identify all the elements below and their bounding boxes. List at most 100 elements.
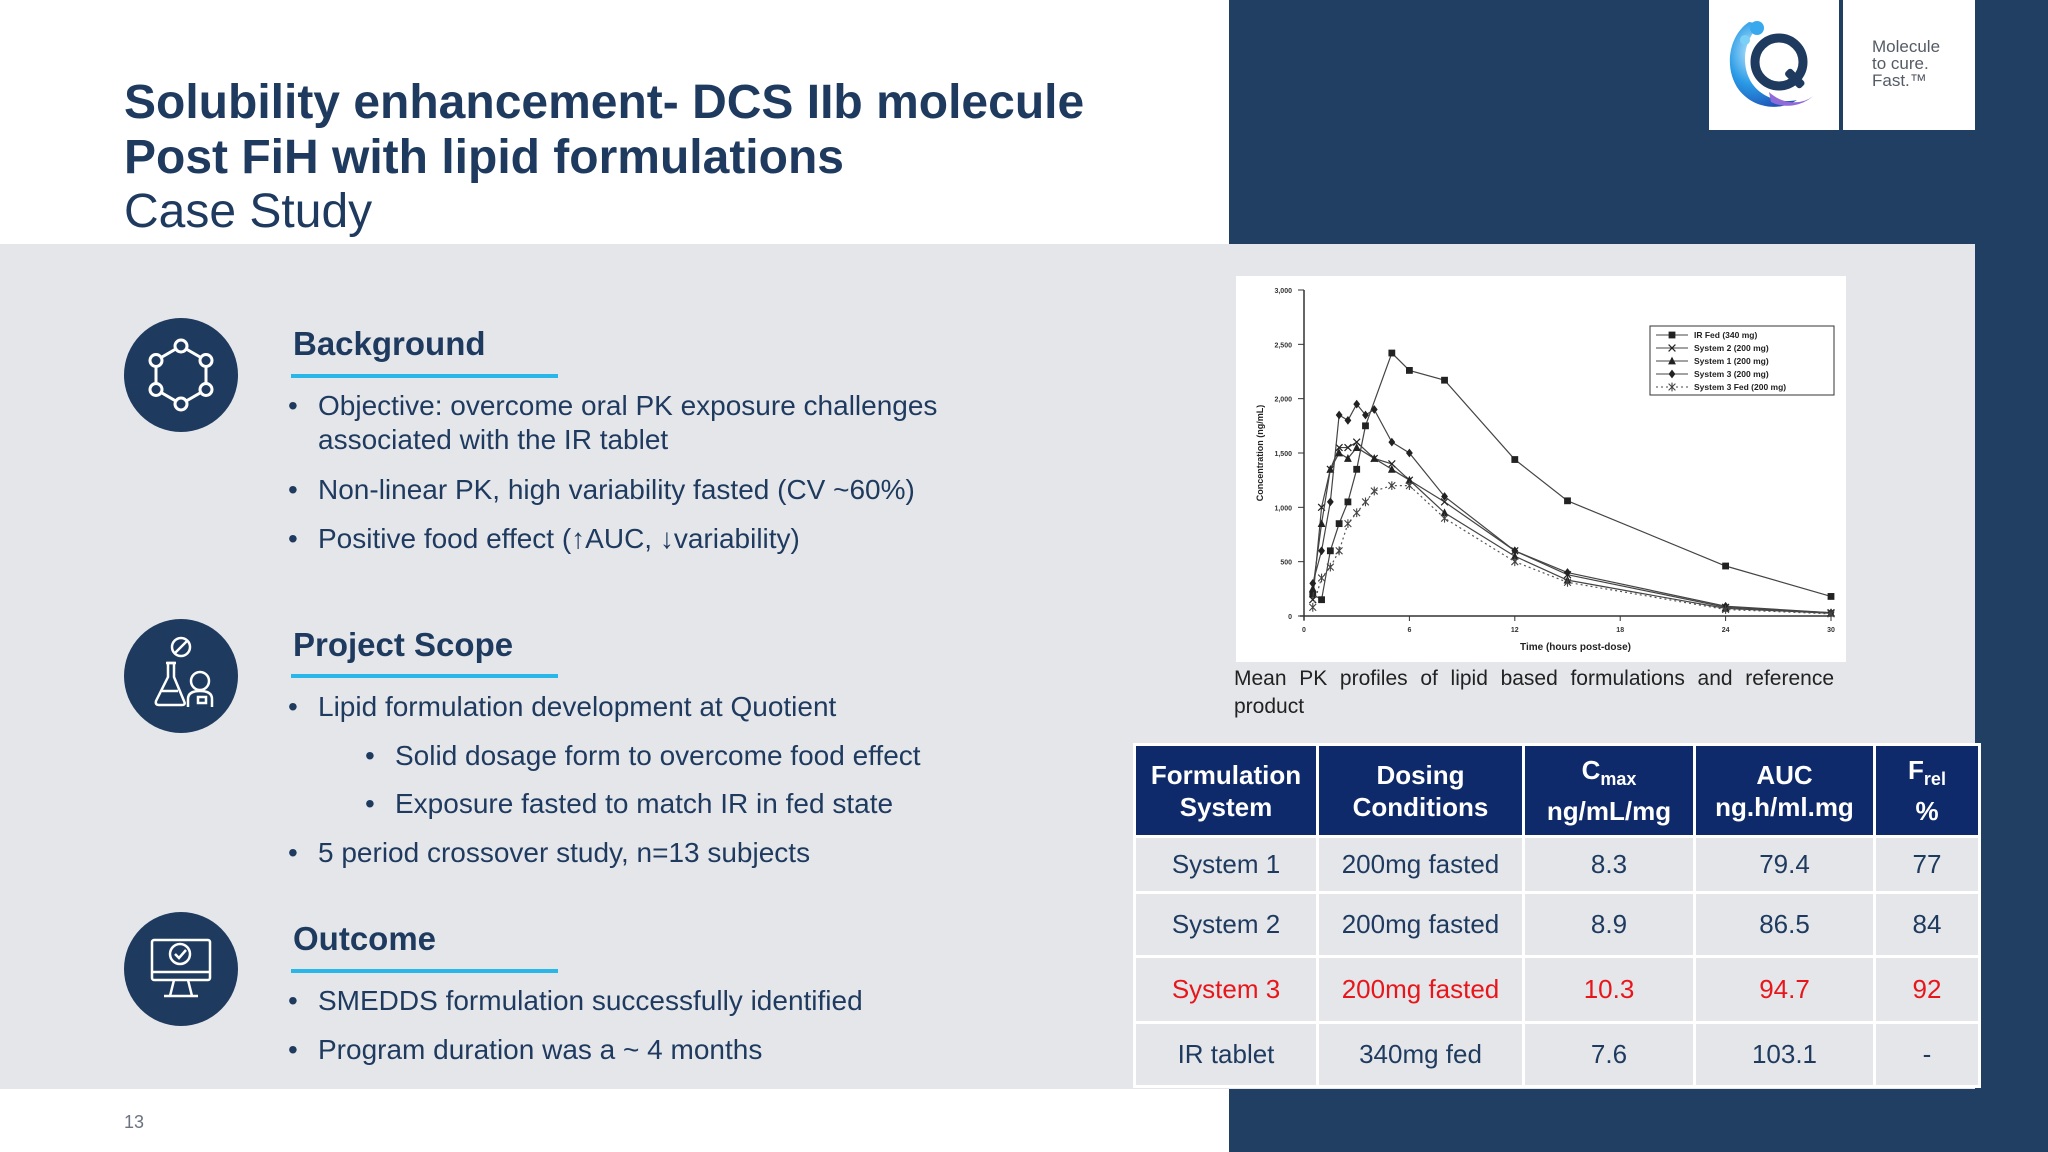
- y-tick-label: 2,500: [1274, 342, 1292, 349]
- project-scope-underline: [291, 674, 558, 678]
- list-item: • Exposure fasted to match IR in fed stat…: [365, 788, 894, 819]
- data-point: [1353, 465, 1361, 473]
- table-cell: System 2: [1133, 891, 1319, 958]
- tagline-line: Fast.™: [1872, 71, 1927, 90]
- data-point: [1308, 584, 1317, 593]
- data-point: [1387, 464, 1396, 473]
- data-point: [1352, 443, 1361, 451]
- data-point: [1668, 369, 1676, 379]
- chart-caption: Mean PK profiles of lipid based formulat…: [1234, 667, 1834, 718]
- header-line: ng.h/ml.mg: [1715, 791, 1854, 822]
- series-group: [1308, 481, 1835, 619]
- data-point: [1370, 486, 1379, 496]
- background-underline: [291, 374, 558, 378]
- data-point: [1318, 596, 1325, 604]
- data-point: [1308, 602, 1317, 612]
- bullet-text: Lipid formulation development at Quotien…: [318, 691, 837, 722]
- data-point: [1564, 568, 1571, 577]
- logo-tagline: Molecule to cure. Fast.™: [1872, 38, 1940, 89]
- y-tick-label: 0: [1288, 614, 1292, 621]
- data-point: [1668, 344, 1676, 352]
- table-cell: 200mg fasted: [1316, 835, 1525, 894]
- outcome-underline: [291, 969, 558, 973]
- title-line-1: Solubility enhancement- DCS IIb molecule: [124, 76, 1085, 129]
- data-point: [1406, 367, 1413, 374]
- data-point: [1827, 609, 1835, 619]
- data-point: [1335, 520, 1343, 528]
- header-line: Dosing: [1376, 759, 1465, 790]
- data-point: [1722, 562, 1729, 570]
- data-point: [1511, 456, 1519, 463]
- monitor-check-icon: [124, 912, 238, 1026]
- series-group: [1309, 349, 1835, 604]
- data-point: [1344, 498, 1352, 506]
- table-cell: System 1: [1133, 835, 1319, 894]
- table-cell: 200mg fasted: [1316, 955, 1525, 1024]
- data-point: [1344, 519, 1352, 529]
- bullet-text: SMEDDS formulation successfully identifi…: [318, 985, 863, 1016]
- header-cmax: Cmax ng/mL/mg: [1522, 743, 1696, 838]
- x-tick-label: 30: [1827, 627, 1835, 634]
- data-point: [1335, 410, 1343, 420]
- data-point: [1361, 497, 1370, 507]
- y-tick-label: 1,000: [1274, 505, 1292, 512]
- table-cell: 8.3: [1522, 835, 1696, 894]
- tagline-line: to cure.: [1872, 54, 1929, 73]
- data-point: [1388, 481, 1396, 490]
- header-line: %: [1915, 796, 1939, 826]
- header-line: ng/mL/mg: [1546, 796, 1672, 826]
- data-point: [1326, 562, 1335, 572]
- data-point: [1352, 438, 1361, 446]
- header-line: Formulation: [1150, 759, 1302, 790]
- data-point: [1388, 460, 1396, 468]
- slide-subtitle: Case Study: [124, 185, 373, 238]
- header-dosing: Dosing Conditions: [1316, 743, 1525, 838]
- table-cell: -: [1873, 1021, 1981, 1088]
- tagline-box: [1843, 0, 1975, 130]
- data-point: [1344, 443, 1352, 452]
- table-cell: 340mg fed: [1316, 1021, 1525, 1088]
- data-point: [1344, 454, 1352, 462]
- legend-label: System 1 (200 mg): [1694, 356, 1769, 366]
- list-item: • Non-linear PK, high variability fasted …: [288, 474, 915, 505]
- bullet-text: Objective: overcome oral PK exposure cha…: [318, 390, 938, 455]
- data-point: [1721, 605, 1730, 614]
- table-cell: 94.7: [1693, 955, 1876, 1024]
- list-item: • Positive food effect (↑AUC, ↓variabilit…: [288, 523, 800, 554]
- data-point: [1362, 422, 1369, 430]
- x-tick-label: 18: [1616, 627, 1624, 634]
- table-cell: 10.3: [1522, 955, 1696, 1024]
- bullet-text: Program duration was a ~ 4 months: [318, 1034, 763, 1065]
- data-point: [1318, 546, 1325, 556]
- slide-title: Solubility enhancement- DCS IIb molecule…: [124, 75, 1084, 185]
- header-line: Frel: [1876, 754, 1978, 795]
- project-scope-heading: Project Scope: [293, 626, 514, 663]
- table-row: IR tablet 340mg fed 7.6 103.1-: [1133, 1021, 1981, 1088]
- header-line: Cmax: [1525, 754, 1693, 795]
- header-formulation: Formulation System: [1133, 743, 1319, 838]
- header-auc: AUC ng.h/ml.mg: [1693, 743, 1876, 838]
- legend-label: System 3 Fed (200 mg): [1694, 382, 1786, 392]
- data-point: [1668, 331, 1676, 339]
- table-row: System 2 200mg fasted 8.9 86.5 84: [1133, 891, 1981, 958]
- data-point: [1441, 376, 1448, 384]
- bullet-text: 5 period crossover study, n=13 subjects: [318, 837, 811, 868]
- data-point: [1440, 508, 1449, 517]
- series-line: [1312, 485, 1832, 615]
- data-point: [1564, 497, 1571, 505]
- x-tick-label: 0: [1302, 627, 1306, 634]
- list-item: • SMEDDS formulation successfully identif…: [288, 985, 863, 1016]
- legend-label: System 3 (200 mg): [1694, 369, 1769, 379]
- data-point: [1352, 508, 1361, 518]
- x-tick-label: 12: [1511, 627, 1519, 634]
- table-header-row: Formulation System Dosing Conditions Cma…: [1133, 743, 1981, 838]
- header-line: System: [1179, 791, 1273, 822]
- pk-results-table: Formulation System Dosing Conditions Cma…: [1133, 743, 1981, 1088]
- table-cell: 92: [1873, 955, 1981, 1024]
- table-cell: 8.9: [1522, 891, 1696, 958]
- data-point: [1510, 551, 1519, 560]
- legend-label: System 2 (200 mg): [1694, 343, 1769, 353]
- table-cell: 77: [1873, 835, 1981, 894]
- data-point: [1317, 573, 1326, 583]
- data-point: [1317, 519, 1326, 528]
